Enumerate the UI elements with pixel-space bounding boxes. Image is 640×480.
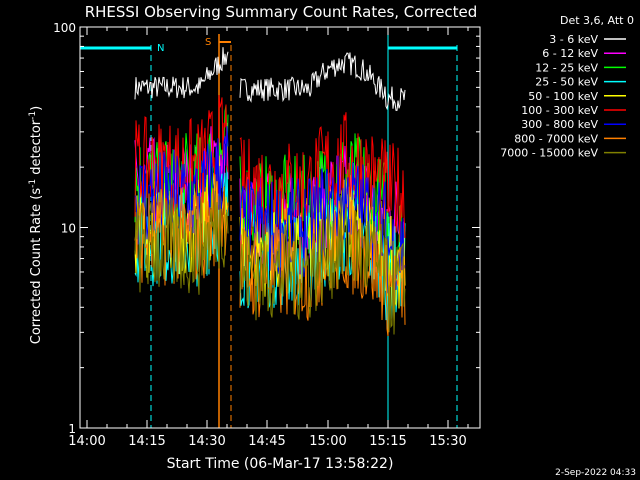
x-tick-label: 15:00: [309, 434, 346, 449]
series-segment: [239, 145, 406, 267]
series-segment: [134, 126, 229, 245]
legend-label: 6 - 12 keV: [542, 47, 598, 60]
y-axis-label: Corrected Count Rate (s-1 detector-1): [28, 106, 44, 344]
legend-label: 100 - 300 keV: [521, 104, 598, 117]
series-segment: [239, 196, 406, 335]
timestamp: 2-Sep-2022 04:33: [555, 468, 636, 478]
y-tick-label: 10: [61, 222, 76, 236]
x-axis-label: Start Time (06-Mar-17 13:58:22): [167, 456, 394, 472]
legend-label: 800 - 7000 keV: [514, 132, 598, 145]
night-label: N: [157, 43, 164, 54]
x-tick-label: 14:15: [128, 434, 165, 449]
x-tick-label: 14:45: [248, 434, 285, 449]
legend-label: 12 - 25 keV: [535, 61, 598, 74]
y-tick-label: 100: [53, 21, 76, 35]
series-7000-15000keV: [134, 190, 406, 335]
x-tick-label: 15:30: [429, 434, 466, 449]
legend-label: 7000 - 15000 keV: [500, 147, 598, 160]
chart-title: RHESSI Observing Summary Count Rates, Co…: [85, 3, 478, 21]
x-tick-label: 14:00: [68, 434, 105, 449]
series-segment: [134, 190, 229, 295]
saa-label: S: [205, 37, 211, 48]
y-tick-label: 1: [68, 422, 76, 436]
legend-label: 300 - 800 keV: [521, 118, 598, 131]
series-300-800keV: [134, 126, 406, 297]
series-segment: [239, 155, 406, 297]
series-3-6keV: [134, 47, 406, 111]
x-tick-label: 15:15: [369, 434, 406, 449]
series-segment: [239, 52, 406, 111]
series-segment: [134, 47, 229, 100]
legend-title: Det 3,6, Att 0: [560, 14, 634, 27]
legend-label: 25 - 50 keV: [535, 76, 598, 89]
legend-label: 3 - 6 keV: [549, 33, 598, 46]
x-tick-label: 14:30: [188, 434, 225, 449]
series-segment: [134, 174, 229, 286]
legend-label: 50 - 100 keV: [528, 90, 598, 103]
